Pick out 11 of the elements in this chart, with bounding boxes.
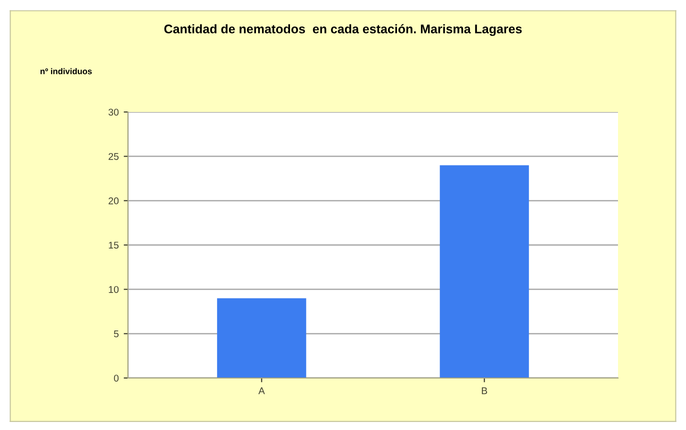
y-tick-label: 10 bbox=[108, 286, 119, 293]
x-tick-label: B bbox=[482, 387, 488, 394]
y-tick-label: 15 bbox=[108, 242, 119, 249]
chart-title: Cantidad de nematodos en cada estación. Marisma Lagares bbox=[164, 24, 522, 36]
y-tick-label: 5 bbox=[114, 330, 119, 338]
y-tick-label: 20 bbox=[108, 197, 119, 204]
y-tick-label: 0 bbox=[114, 374, 119, 382]
x-tick-label: A bbox=[258, 387, 265, 394]
y-axis-title: nº individuos bbox=[40, 68, 92, 74]
y-tick-label: 25 bbox=[108, 153, 119, 160]
y-tick-label: 30 bbox=[108, 108, 119, 116]
